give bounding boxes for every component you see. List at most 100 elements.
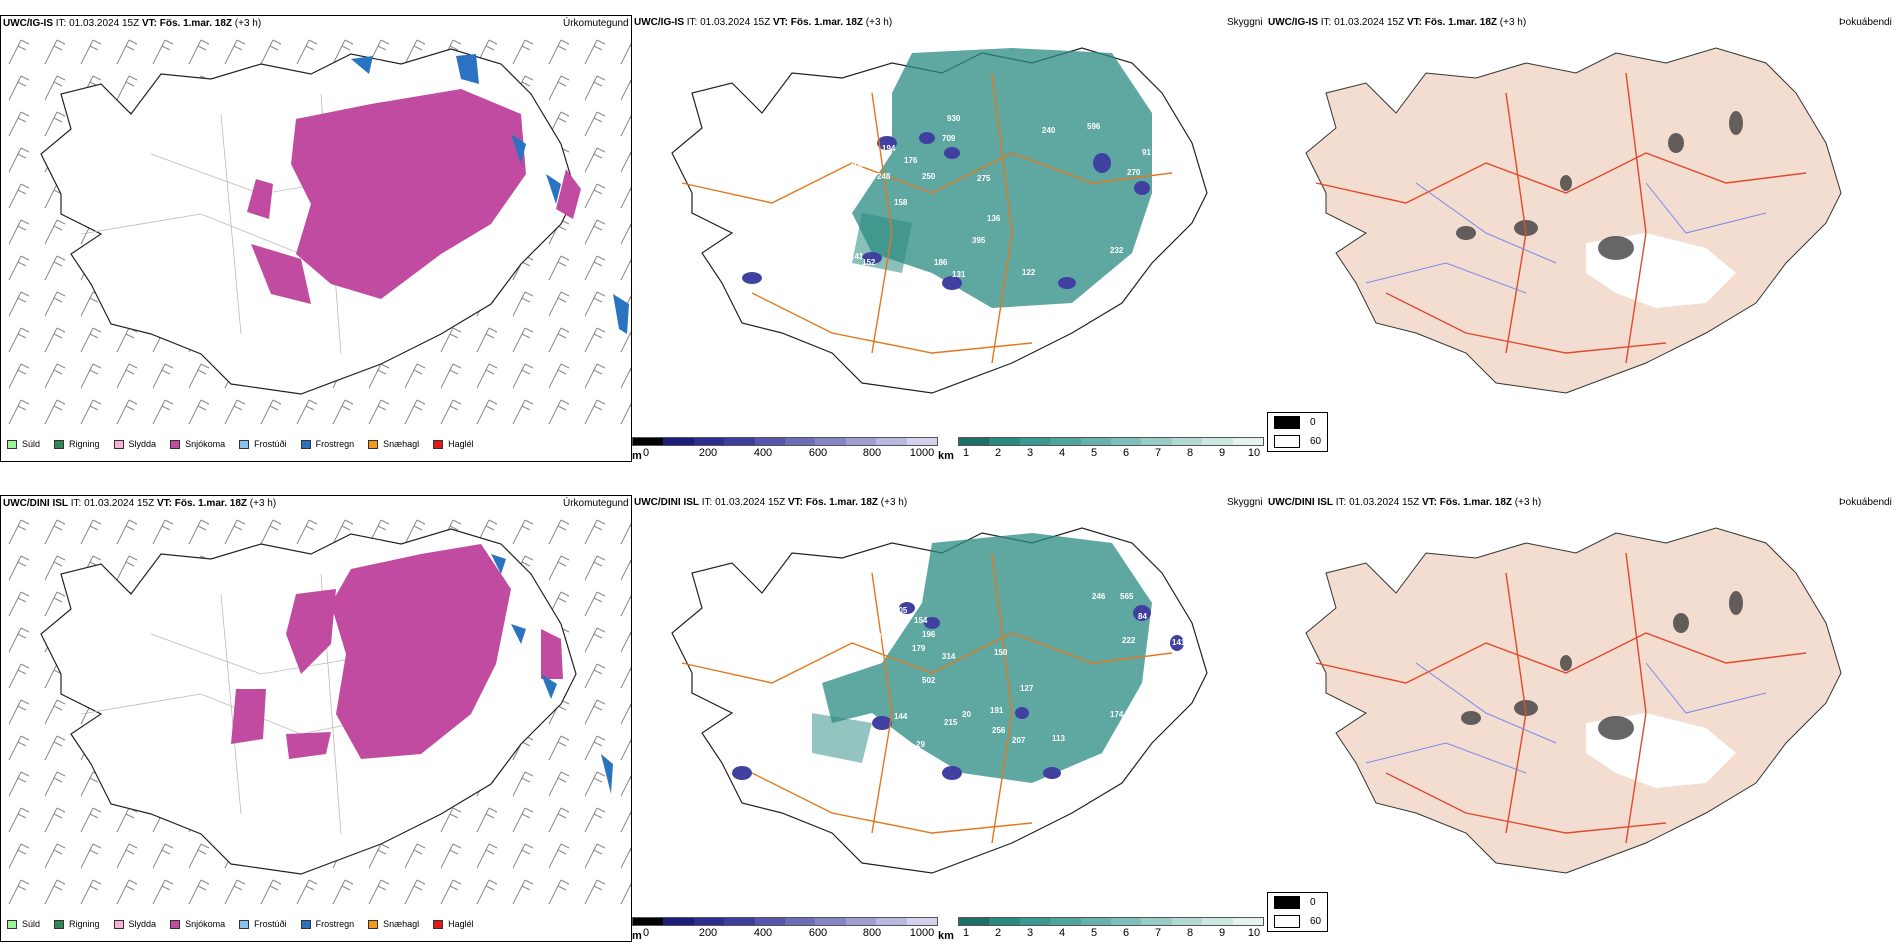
svg-text:144: 144 — [894, 712, 908, 721]
legend-item-snjokoma: Snjókoma — [170, 439, 225, 449]
legend-item-frostregn: Frostregn — [300, 439, 354, 449]
svg-text:194: 194 — [882, 144, 896, 153]
svg-text:176: 176 — [904, 156, 918, 165]
svg-text:250: 250 — [922, 172, 936, 181]
svg-text:29: 29 — [916, 740, 925, 749]
svg-text:232: 232 — [1110, 246, 1124, 255]
legend-item-haglel: Haglél — [433, 439, 474, 449]
legend-item-slydda: Slydda — [113, 919, 156, 929]
fog-map-row1 — [1305, 47, 1842, 394]
svg-text:502: 502 — [922, 676, 936, 685]
svg-text:930: 930 — [947, 114, 961, 123]
svg-text:136: 136 — [987, 214, 1001, 223]
precip-panel-row1: UWC/IG-IS IT: 01.03.2024 15Z VT: Fös. 1.… — [0, 15, 632, 462]
svg-text:91: 91 — [1142, 148, 1151, 157]
fog-title-row2: Þokuábendi — [1839, 497, 1892, 508]
legend-item-rigning: Rigning — [54, 919, 100, 929]
legend-item-snjokoma: Snjókoma — [170, 919, 225, 929]
legend-item-snaehagl: Snæhagl — [368, 439, 419, 449]
legend-item-frostregn: Frostregn — [300, 919, 354, 929]
precip-header-row2: UWC/DINI ISL IT: 01.03.2024 15Z VT: Fös.… — [3, 498, 277, 509]
svg-text:179: 179 — [912, 644, 926, 653]
legend-item-snaehagl: Snæhagl — [368, 919, 419, 929]
legend-item-haglel: Haglél — [433, 919, 474, 929]
svg-text:215: 215 — [944, 718, 958, 727]
svg-text:131: 131 — [952, 270, 966, 279]
svg-text:174: 174 — [1110, 710, 1124, 719]
precip-map-row2 — [1, 514, 631, 914]
svg-text:169: 169 — [1112, 272, 1126, 281]
visibility-panel-row2: UWC/DINI ISL IT: 01.03.2024 15Z VT: Fös.… — [632, 495, 1264, 942]
fog-panel-row2: UWC/DINI ISL IT: 01.03.2024 15Z VT: Fös.… — [1266, 495, 1900, 890]
svg-text:240: 240 — [1042, 126, 1056, 135]
visibility-panel-row1: UWC/IG-IS IT: 01.03.2024 15Z VT: Fös. 1.… — [632, 15, 1264, 462]
vis-labels-row2: 305 154 196 309 179 314 246 565 84 222 1… — [870, 592, 1186, 749]
svg-text:314: 314 — [942, 652, 956, 661]
svg-text:141: 141 — [1172, 638, 1186, 647]
vis-unit-km-row2: km — [938, 930, 954, 942]
fog-panel-row1: UWC/IG-IS IT: 01.03.2024 15Z VT: Fös. 1.… — [1266, 15, 1900, 410]
vis-header-row1: UWC/IG-IS IT: 01.03.2024 15Z VT: Fös. 1.… — [634, 17, 893, 28]
fog-legend-row2: 0 60 — [1267, 892, 1329, 932]
vis-title-row2: Skyggni — [1227, 497, 1263, 508]
fog-header-row2: UWC/DINI ISL IT: 01.03.2024 15Z VT: Fös.… — [1268, 497, 1542, 508]
svg-text:20: 20 — [962, 710, 971, 719]
svg-text:596: 596 — [1087, 122, 1101, 131]
svg-text:150: 150 — [994, 648, 1008, 657]
svg-text:309: 309 — [877, 632, 891, 641]
svg-text:186: 186 — [934, 258, 948, 267]
svg-text:395: 395 — [972, 236, 986, 245]
precip-legend-row1: Súld Rigning Slydda Snjókoma Frostúði Fr… — [7, 439, 474, 449]
vis-scale-m-row2: 0 200 400 600 800 1000 — [632, 917, 938, 939]
svg-text:154: 154 — [914, 616, 928, 625]
vis-title-row1: Skyggni — [1227, 17, 1263, 28]
svg-text:305: 305 — [894, 606, 908, 615]
vis-unit-m-row2: m — [632, 930, 642, 942]
svg-text:308: 308 — [850, 160, 864, 169]
svg-text:152: 152 — [862, 258, 876, 267]
svg-text:207: 207 — [1012, 736, 1026, 745]
svg-text:142: 142 — [1177, 172, 1191, 181]
fog-map-row2 — [1305, 527, 1842, 874]
svg-text:100: 100 — [1172, 656, 1186, 665]
legend-item-rigning: Rigning — [54, 439, 100, 449]
vis-labels-row1: 930 709 596 240 194 176 308 248 250 275 … — [850, 114, 1191, 281]
svg-text:565: 565 — [1120, 592, 1134, 601]
precip-header-row1: UWC/IG-IS IT: 01.03.2024 15Z VT: Fös. 1.… — [3, 18, 262, 29]
legend-item-sudl: Súld — [7, 919, 40, 929]
svg-text:191: 191 — [990, 706, 1004, 715]
legend-item-frostudi: Frostúði — [239, 439, 287, 449]
vis-scale-km-row1: 1 2 3 4 5 6 7 8 9 10 — [958, 437, 1264, 459]
legend-item-slydda: Slydda — [113, 439, 156, 449]
svg-text:256: 256 — [992, 726, 1006, 735]
vis-scale-km-row2: 1 2 3 4 5 6 7 8 9 10 — [958, 917, 1264, 939]
vis-scale-m-row1: 0 200 400 600 800 1000 — [632, 437, 938, 459]
vis-unit-km-row1: km — [938, 450, 954, 462]
visibility-map-row1: 930 709 596 240 194 176 308 248 250 275 … — [671, 47, 1208, 394]
legend-item-sudl: Súld — [7, 439, 40, 449]
svg-text:270: 270 — [1127, 168, 1141, 177]
svg-text:96: 96 — [870, 728, 879, 737]
fog-header-row1: UWC/IG-IS IT: 01.03.2024 15Z VT: Fös. 1.… — [1268, 17, 1527, 28]
svg-text:275: 275 — [977, 174, 991, 183]
fog-title-row1: Þokuábendi — [1839, 17, 1892, 28]
vis-header-row2: UWC/DINI ISL IT: 01.03.2024 15Z VT: Fös.… — [634, 497, 908, 508]
precip-legend-row2: Súld Rigning Slydda Snjókoma Frostúði Fr… — [7, 919, 474, 929]
precip-title-row1: Úrkomutegund — [563, 18, 629, 29]
svg-text:141: 141 — [850, 252, 864, 261]
svg-text:84: 84 — [1138, 612, 1147, 621]
visibility-map-row2: 305 154 196 309 179 314 246 565 84 222 1… — [671, 527, 1208, 874]
vis-unit-m-row1: m — [632, 450, 642, 462]
svg-text:246: 246 — [1092, 592, 1106, 601]
legend-item-frostudi: Frostúði — [239, 919, 287, 929]
precip-map-row1 — [1, 34, 631, 434]
fog-legend-row1: 0 60 — [1267, 412, 1329, 452]
svg-text:127: 127 — [1020, 684, 1034, 693]
svg-text:196: 196 — [922, 630, 936, 639]
svg-text:222: 222 — [1122, 636, 1136, 645]
svg-text:122: 122 — [1022, 268, 1036, 277]
precip-panel-row2: UWC/DINI ISL IT: 01.03.2024 15Z VT: Fös.… — [0, 495, 632, 942]
svg-text:158: 158 — [894, 198, 908, 207]
svg-text:248: 248 — [877, 172, 891, 181]
svg-text:113: 113 — [1052, 734, 1065, 743]
